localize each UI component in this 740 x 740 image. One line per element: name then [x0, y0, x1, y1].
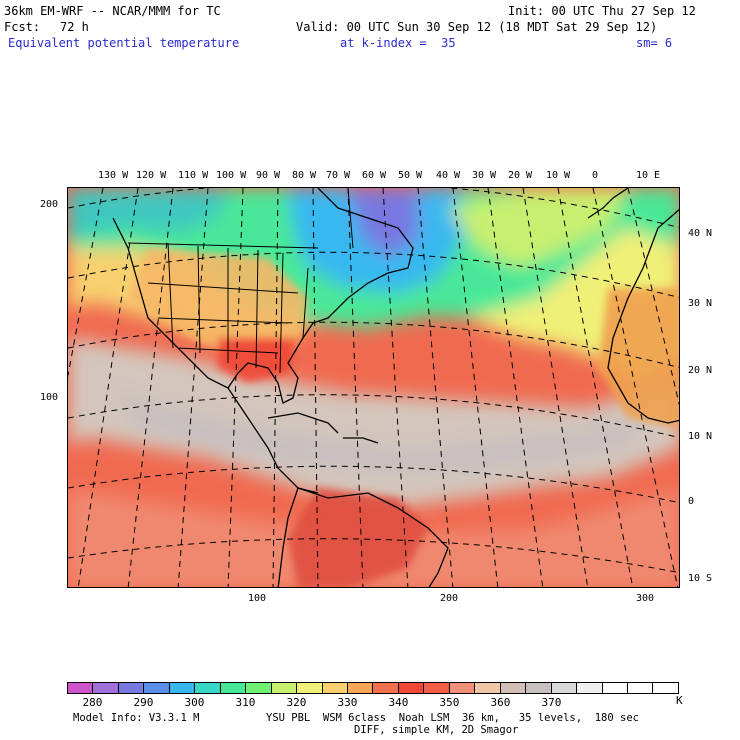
color-swatch [246, 683, 272, 693]
longitude-label: 50 W [398, 170, 423, 181]
color-swatch [169, 683, 196, 693]
color-swatch [526, 683, 552, 693]
longitude-label: 80 W [292, 170, 317, 181]
field-cool-northwest [68, 188, 228, 238]
init-time: Init: 00 UTC Thu 27 Sep 12 [508, 4, 696, 18]
field-tropical-core [108, 388, 648, 473]
latitude-label: 0 [688, 496, 695, 507]
coast-iberia [587, 188, 629, 219]
grid-x-label: 200 [440, 593, 459, 604]
political-borders [127, 188, 354, 374]
color-scale-label: 350 [439, 696, 460, 709]
grid-y-label: 200 [40, 199, 59, 210]
longitude-label: 120 W [136, 170, 167, 181]
coast-south-america-west [277, 487, 299, 587]
color-swatch [475, 683, 501, 693]
color-swatch [449, 683, 476, 693]
color-swatch [551, 683, 578, 693]
coast-europe-africa [607, 208, 679, 424]
latitude-label: 20 N [688, 365, 713, 376]
color-swatch [653, 683, 678, 693]
longitude-label: 100 W [216, 170, 247, 181]
latitude-label: 10 N [688, 431, 713, 442]
color-scale-label: 290 [133, 696, 154, 709]
grid-x-label: 300 [636, 593, 655, 604]
level-info: at k-index = 35 [340, 36, 456, 50]
model-title: 36km EM-WRF -- NCAR/MMM for TC [4, 4, 221, 18]
unit-label: K [676, 694, 683, 707]
field-name: Equivalent potential temperature [8, 36, 240, 50]
color-swatch [68, 683, 94, 693]
color-scale-bar [67, 682, 679, 694]
diffusion-info: DIFF, simple KM, 2D Smagor [354, 724, 519, 736]
longitude-label: 90 W [256, 170, 281, 181]
color-scale-label: 340 [388, 696, 409, 709]
color-swatch [373, 683, 399, 693]
longitude-label: 10 W [546, 170, 571, 181]
latitude-label: 40 N [688, 228, 713, 239]
color-swatch [144, 683, 170, 693]
longitude-label: 70 W [326, 170, 351, 181]
longitude-label: 130 W [98, 170, 129, 181]
forecast-hours: 72 h [60, 20, 89, 34]
color-scale-label: 310 [235, 696, 256, 709]
graticule [68, 188, 679, 587]
color-swatch [627, 683, 654, 693]
color-swatch [347, 683, 374, 693]
color-swatch [398, 683, 425, 693]
longitude-label: 40 W [436, 170, 461, 181]
color-swatch [322, 683, 348, 693]
latitude-label: 30 N [688, 298, 713, 309]
color-scale-label: 300 [184, 696, 205, 709]
color-swatch [118, 683, 145, 693]
color-swatch [424, 683, 450, 693]
color-swatch [93, 683, 119, 693]
color-scale-label: 320 [286, 696, 307, 709]
equivalent-potential-temperature-map [67, 187, 680, 588]
physics-info: YSU PBL WSM 6class Noah LSM 36 km, 35 le… [266, 712, 639, 724]
color-swatch [220, 683, 247, 693]
model-info: Model Info: V3.3.1 M [73, 712, 200, 724]
color-swatch [577, 683, 603, 693]
color-swatch [297, 683, 323, 693]
field-mid-north [448, 188, 628, 268]
color-scale-label: 360 [490, 696, 511, 709]
longitude-label: 20 W [508, 170, 533, 181]
latitude-label: 10 S [688, 573, 713, 584]
grid-x-label: 100 [248, 593, 267, 604]
coast-hispaniola [343, 437, 379, 444]
field-gulf-coast [218, 338, 298, 383]
coast-cuba [267, 412, 339, 434]
color-swatch [271, 683, 298, 693]
color-swatch [602, 683, 628, 693]
longitude-label: 0 [592, 170, 599, 181]
coast-south-america [297, 487, 449, 587]
color-scale-label: 370 [541, 696, 562, 709]
map-canvas [68, 188, 679, 587]
forecast-label: Fcst: [4, 20, 41, 34]
coastlines [112, 188, 679, 587]
longitude-label: 60 W [362, 170, 387, 181]
grid-y-label: 100 [40, 392, 59, 403]
longitude-label: 30 W [472, 170, 497, 181]
color-scale-label: 330 [337, 696, 358, 709]
valid-time: Valid: 00 UTC Sun 30 Sep 12 (18 MDT Sat … [296, 20, 658, 34]
longitude-label: 10 E [636, 170, 661, 181]
color-swatch [500, 683, 527, 693]
color-swatch [195, 683, 221, 693]
smoothing-info: sm= 6 [636, 36, 673, 50]
longitude-label: 110 W [178, 170, 209, 181]
color-scale-label: 280 [82, 696, 103, 709]
field-south-america [288, 488, 428, 587]
